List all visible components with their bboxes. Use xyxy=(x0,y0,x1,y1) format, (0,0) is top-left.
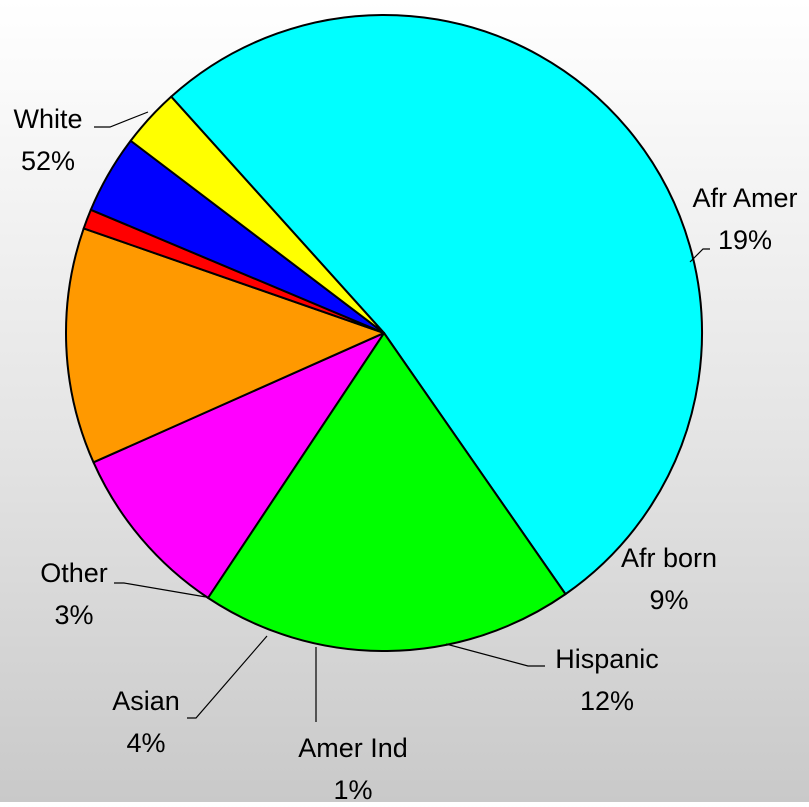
slice-percent-hispanic: 12% xyxy=(580,686,634,716)
pie-slice-other xyxy=(129,95,385,334)
slice-label-white: White xyxy=(13,104,82,134)
slice-percent-afr-born: 9% xyxy=(649,585,688,615)
slice-percent-afr-amer: 19% xyxy=(718,225,772,255)
pie-slice-white xyxy=(170,14,703,596)
pie-slice-afr-born xyxy=(92,332,385,599)
slice-percent-other: 3% xyxy=(54,600,93,630)
pie-slice-hispanic xyxy=(65,227,385,464)
slice-percent-white: 52% xyxy=(21,146,75,176)
leader-line-other xyxy=(114,582,207,598)
slice-label-hispanic: Hispanic xyxy=(555,644,659,674)
slice-label-afr-born: Afr born xyxy=(621,543,717,573)
slice-labels: White 52% Afr Amer 19% Afr born 9% Hispanic 12%… xyxy=(13,104,797,805)
pie-slices xyxy=(65,14,703,652)
leader-line-afr-amer xyxy=(689,248,710,263)
slice-label-afr-amer: Afr Amer xyxy=(692,183,797,213)
pie-slice-afr-amer xyxy=(207,332,567,652)
slice-label-amer-ind: Amer Ind xyxy=(298,733,408,763)
leader-line-hispanic xyxy=(445,643,545,667)
slice-label-other: Other xyxy=(40,558,108,588)
leader-line-white xyxy=(94,111,149,128)
slice-percent-amer-ind: 1% xyxy=(333,775,372,802)
leader-line-asian xyxy=(187,635,268,719)
slice-percent-asian: 4% xyxy=(126,728,165,758)
slice-label-asian: Asian xyxy=(112,686,180,716)
leader-lines xyxy=(94,111,710,722)
